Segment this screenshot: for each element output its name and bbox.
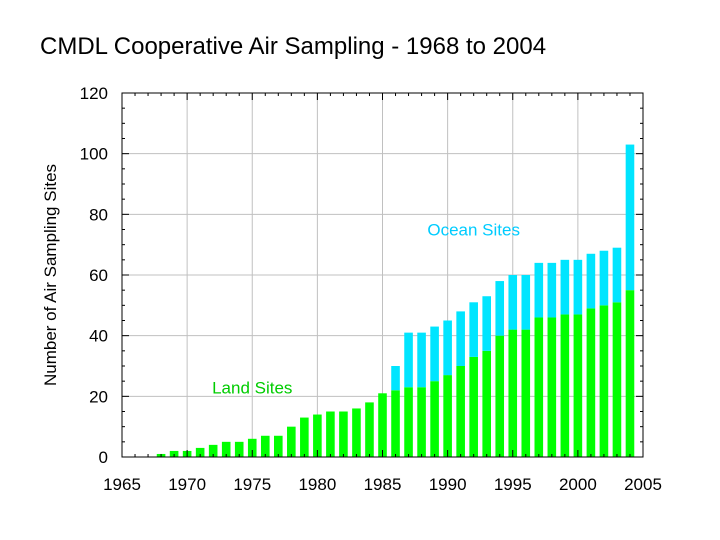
- ocean-bar-1992: [469, 302, 478, 357]
- land-bar-1980: [313, 414, 322, 457]
- x-tick-label: 1970: [168, 475, 206, 494]
- ocean-bar-1990: [443, 320, 452, 376]
- land-bar-1999: [560, 314, 570, 457]
- land-bar-1987: [404, 387, 413, 457]
- ocean-bar-1991: [456, 311, 465, 366]
- land-bar-1992: [469, 356, 478, 457]
- y-tick-label: 20: [89, 387, 108, 406]
- annotation-ocean-sites: Ocean Sites: [427, 221, 520, 240]
- land-bar-1994: [495, 335, 505, 457]
- ocean-bar-1999: [560, 259, 570, 315]
- land-bar-1984: [365, 402, 374, 457]
- ocean-bar-2004: [625, 144, 635, 291]
- land-bar-2004: [625, 290, 635, 457]
- land-bar-2001: [586, 308, 596, 457]
- ocean-bar-1996: [521, 275, 531, 330]
- gridlines: [121, 92, 644, 458]
- land-bar-1983: [352, 408, 361, 457]
- annotation-land-sites: Land Sites: [212, 378, 292, 397]
- ocean-bar-1989: [430, 326, 439, 382]
- land-bar-1975: [247, 438, 257, 457]
- x-tick-label: 1985: [364, 475, 402, 494]
- chart-title: CMDL Cooperative Air Sampling - 1968 to …: [40, 33, 546, 60]
- annotations: Ocean Sites Land Sites: [212, 221, 520, 398]
- ocean-bar-2001: [586, 253, 596, 309]
- land-bar-1973: [221, 441, 231, 457]
- land-bar-1996: [521, 329, 531, 457]
- land-bar-1971: [195, 447, 205, 457]
- y-tick-label: 60: [89, 266, 108, 285]
- ocean-bar-1986: [391, 366, 400, 391]
- land-bar-1981: [326, 411, 335, 457]
- land-bar-1993: [482, 350, 491, 457]
- land-bar-1977: [274, 435, 283, 457]
- x-tick-label: 1975: [233, 475, 271, 494]
- land-bar-1997: [534, 317, 544, 457]
- ocean-bar-1998: [547, 262, 557, 318]
- x-tick-label: 1965: [103, 475, 141, 494]
- land-bar-1986: [391, 390, 400, 457]
- ocean-bar-2002: [599, 250, 609, 306]
- x-tick-label: 1995: [494, 475, 532, 494]
- land-bar-1982: [339, 411, 348, 457]
- ocean-bar-1995: [508, 275, 518, 330]
- land-bar-1989: [430, 381, 439, 457]
- ocean-bar-2000: [573, 259, 583, 315]
- y-tick-labels: 0 20 40 60 80 100 120: [80, 84, 108, 467]
- y-axis-label: Number of Air Sampling Sites: [41, 164, 60, 386]
- y-tick-label: 120: [80, 84, 108, 103]
- land-bar-1978: [287, 426, 296, 457]
- x-tick-label: 1990: [429, 475, 467, 494]
- ocean-bar-1997: [534, 262, 544, 318]
- y-tick-label: 0: [99, 448, 108, 467]
- ocean-bar-1987: [404, 332, 413, 388]
- land-bar-1979: [300, 417, 309, 457]
- ocean-bar-2003: [612, 247, 622, 303]
- x-tick-label: 2005: [624, 475, 662, 494]
- y-tick-label: 40: [89, 327, 108, 346]
- y-tick-label: 100: [80, 145, 108, 164]
- land-bar-1998: [547, 317, 557, 457]
- land-bar-1991: [456, 366, 465, 457]
- land-bar-1974: [234, 441, 244, 457]
- land-bar-2000: [573, 314, 583, 457]
- y-tick-label: 80: [89, 205, 108, 224]
- land-bar-1976: [260, 435, 270, 457]
- land-bar-1972: [208, 444, 218, 457]
- ocean-bar-1994: [495, 281, 505, 336]
- land-bar-1990: [443, 375, 452, 457]
- ocean-bar-1993: [482, 296, 491, 351]
- land-bar-1988: [417, 387, 426, 457]
- x-tick-labels: 1965 1970 1975 1980 1985 1990 1995 2000 2005: [103, 475, 662, 494]
- x-tick-label: 2000: [559, 475, 597, 494]
- land-bar-2003: [612, 302, 622, 457]
- axis-ticks: [121, 92, 644, 458]
- x-tick-label: 1980: [298, 475, 336, 494]
- land-bar-2002: [599, 305, 609, 457]
- land-bar-1969: [169, 450, 179, 457]
- land-bar-1995: [508, 329, 518, 457]
- bars: [156, 144, 635, 457]
- ocean-bar-1988: [417, 332, 426, 388]
- land-bar-1985: [378, 393, 387, 457]
